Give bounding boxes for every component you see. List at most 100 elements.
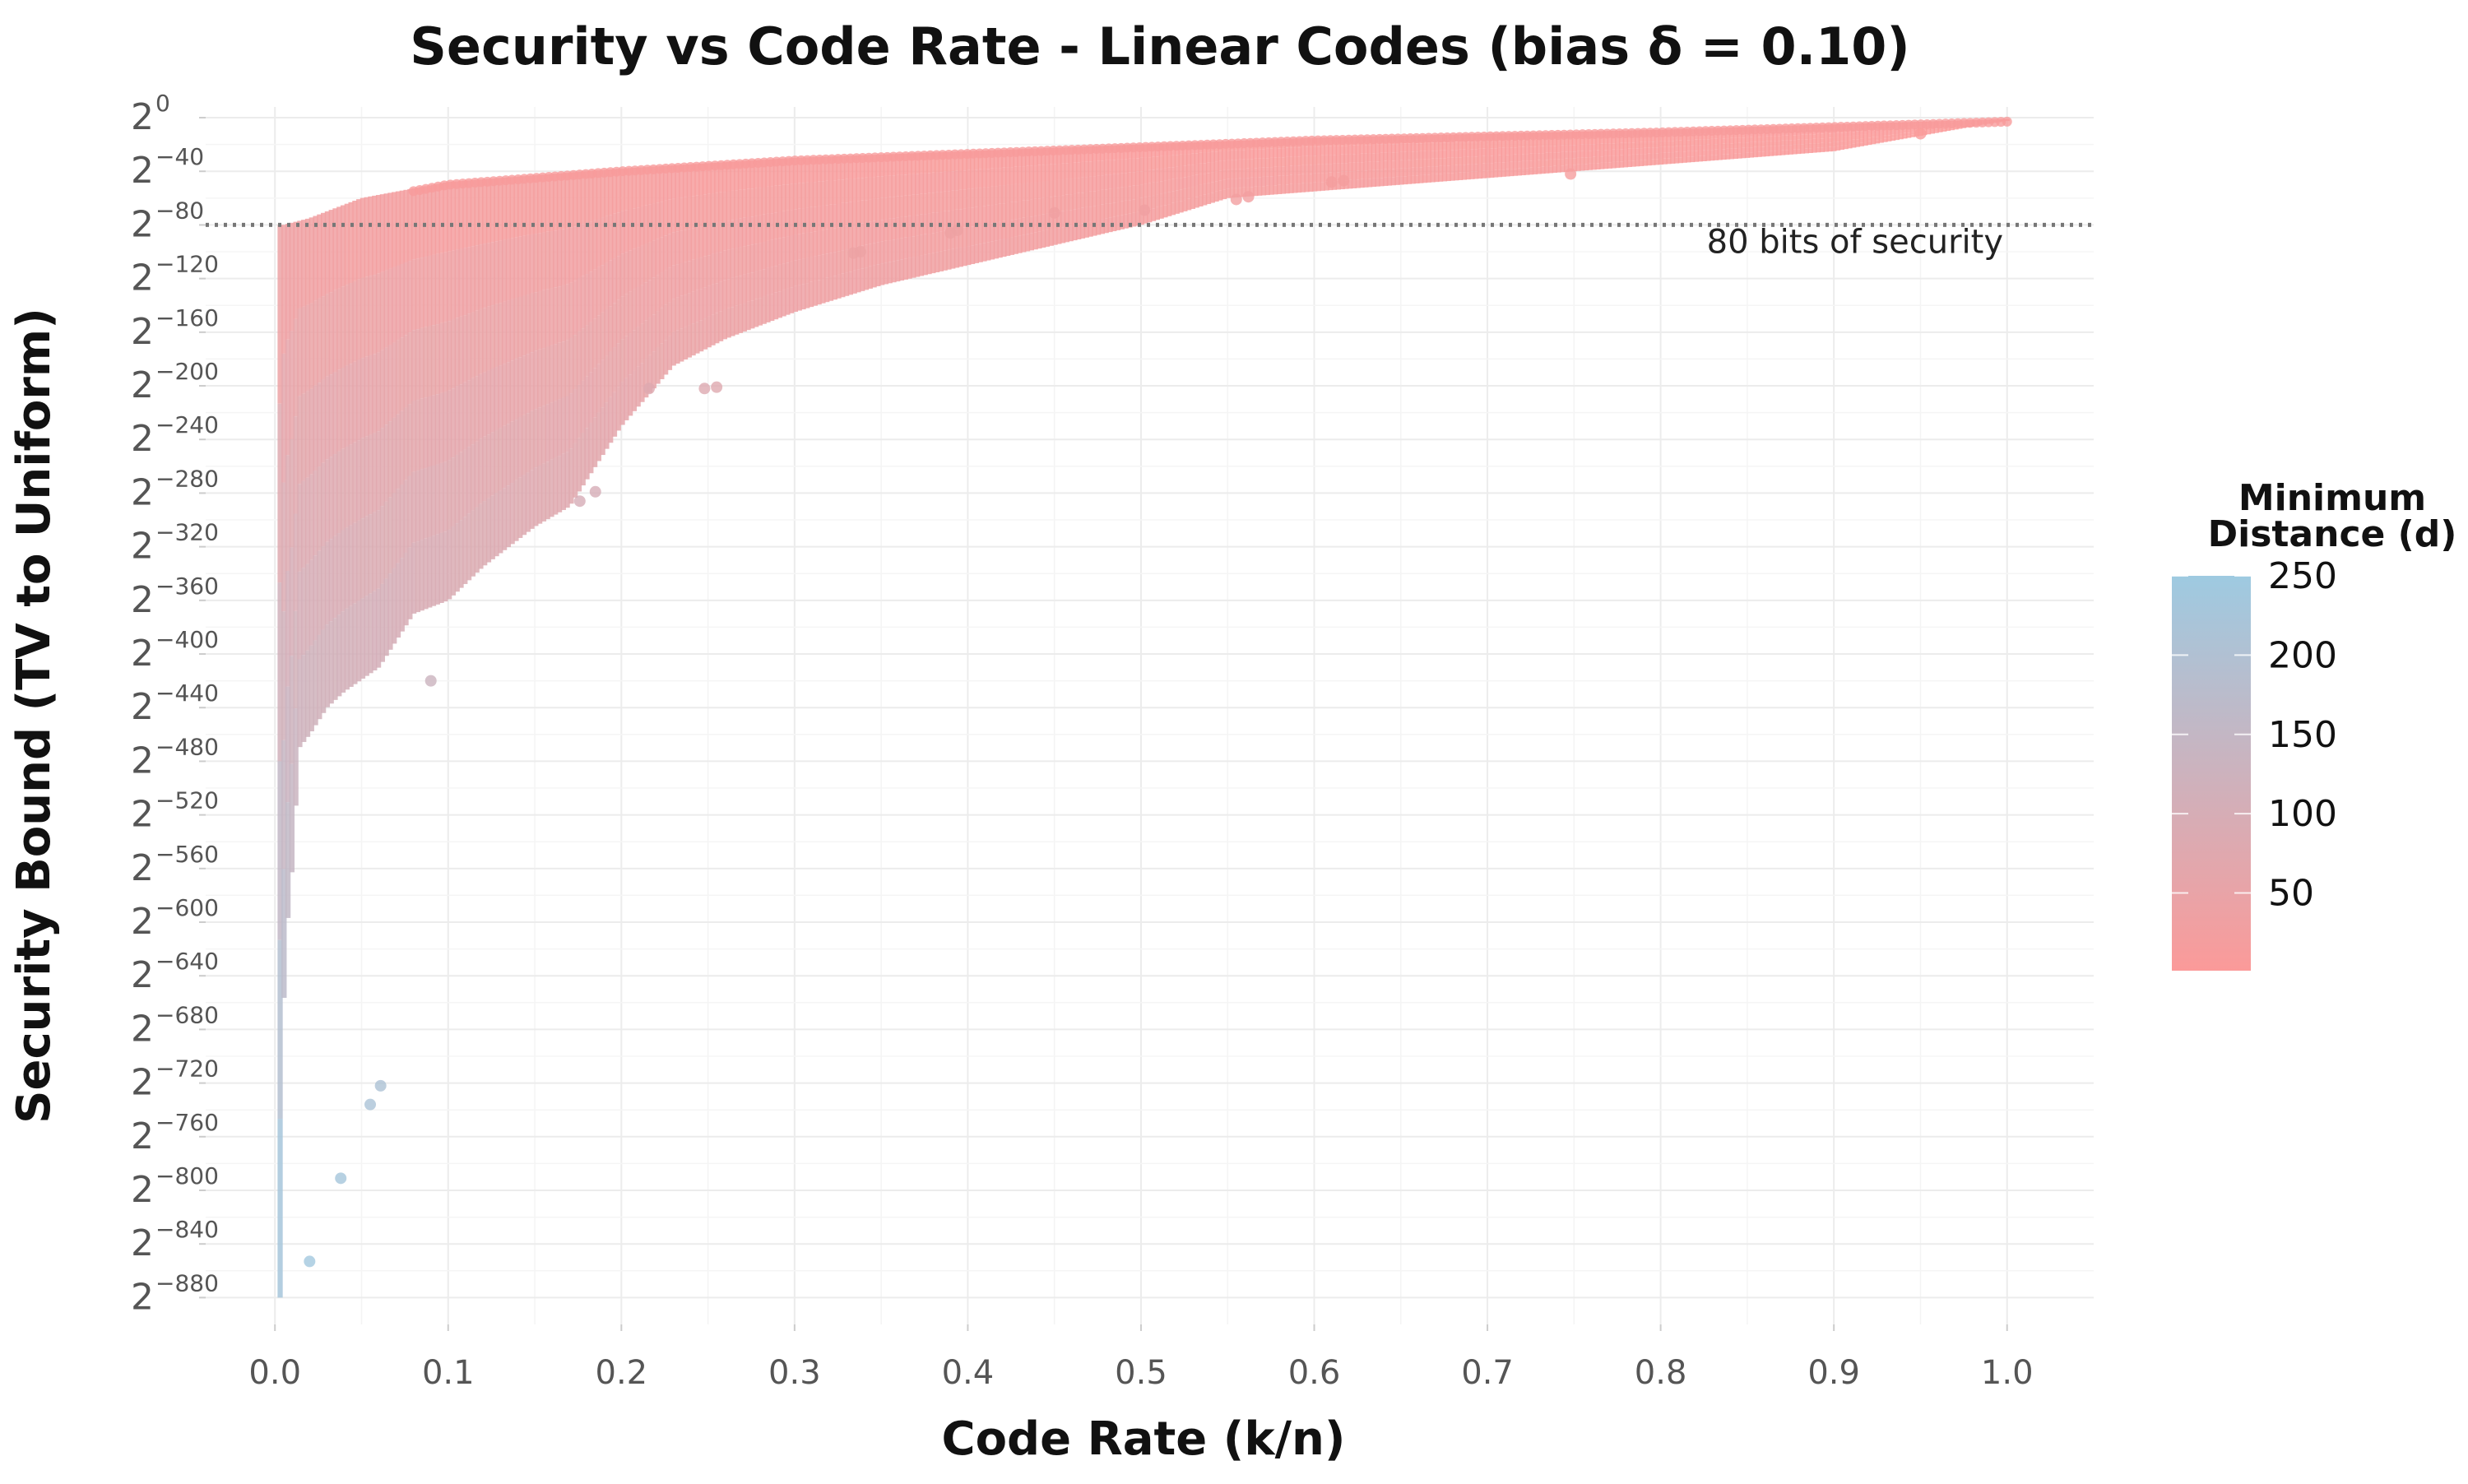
cloud-strip: [789, 261, 795, 288]
cloud-strip: [918, 152, 925, 174]
cloud-strip: [745, 188, 751, 218]
cloud-strip: [1445, 173, 1451, 182]
cloud-strip: [1489, 170, 1495, 178]
cloud-strip: [1874, 140, 1881, 144]
cloud-strip: [1315, 155, 1322, 165]
cloud-strip: [843, 202, 850, 226]
cloud-strip: [828, 204, 834, 229]
cloud-strip: [1728, 143, 1735, 149]
cloud-strip: [1044, 230, 1051, 247]
cloud-strip: [1677, 140, 1683, 146]
cloud-strip: [395, 563, 401, 638]
cloud-strip: [1721, 138, 1727, 144]
cloud-strip: [966, 246, 972, 266]
cloud-strip: [863, 177, 870, 201]
cloud-strip: [977, 188, 983, 206]
cloud-strip: [785, 184, 791, 211]
cloud-strip: [297, 484, 303, 572]
cloud-strip: [1328, 155, 1334, 165]
cloud-strip: [387, 573, 393, 650]
cloud-strip: [962, 247, 967, 267]
cloud-strip: [576, 278, 582, 332]
cloud-strip: [867, 177, 873, 200]
cloud-strip: [1768, 141, 1774, 146]
cloud-strip: [392, 568, 397, 644]
cloud-strip: [615, 212, 621, 257]
cloud-strip: [1249, 177, 1255, 188]
cloud-strip: [285, 686, 291, 803]
cloud-strip: [1524, 154, 1530, 161]
cloud-strip: [277, 403, 283, 583]
cloud-strip: [1631, 136, 1636, 143]
cloud-strip: [706, 316, 712, 348]
cloud-strip: [513, 420, 519, 480]
cloud-strip: [1139, 157, 1144, 172]
cloud-strip: [438, 253, 444, 323]
y-tick-label: 2 −440: [131, 679, 219, 728]
cloud-strip: [761, 160, 767, 188]
cloud-strip: [1359, 179, 1365, 188]
cloud-strip: [450, 388, 457, 458]
cloud-strip: [1422, 151, 1428, 160]
cloud-strip: [635, 247, 641, 288]
cloud-strip: [392, 192, 397, 267]
cloud-strip: [973, 244, 980, 263]
cloud-strip: [360, 598, 366, 679]
cloud-strip: [1241, 187, 1247, 197]
cloud-strip: [478, 244, 484, 309]
cloud-strip: [1064, 194, 1070, 211]
cloud-strip: [1744, 147, 1751, 153]
cloud-strip: [1233, 179, 1239, 188]
cloud-strip: [1213, 161, 1219, 172]
cloud-strip: [690, 164, 696, 197]
cloud-strip: [1394, 168, 1400, 177]
cloud-strip: [953, 190, 960, 210]
cloud-strip: [540, 290, 547, 349]
cloud-strip: [1430, 142, 1436, 151]
cloud-strip: [930, 172, 936, 193]
cloud-strip: [883, 175, 889, 198]
cloud-strip: [474, 245, 480, 311]
cloud-strip: [887, 154, 893, 176]
cloud-strip: [596, 267, 601, 316]
cloud-strip: [1273, 148, 1278, 158]
cloud-strip: [1438, 174, 1444, 182]
cloud-strip: [379, 350, 385, 429]
cloud-strip: [1237, 159, 1243, 169]
cloud-strip: [981, 187, 987, 206]
cloud-strip: [521, 295, 527, 356]
cloud-strip: [308, 303, 314, 389]
cloud-strip: [761, 187, 767, 215]
cloud-strip: [1886, 135, 1892, 139]
cloud-strip: [1906, 132, 1912, 136]
cloud-strip: [399, 337, 405, 411]
cloud-strip: [918, 234, 925, 256]
cloud-strip: [525, 175, 531, 235]
cloud-strip: [1709, 155, 1715, 161]
cloud-strip: [1564, 151, 1570, 159]
cloud-strip: [1690, 140, 1696, 146]
cloud-strip: [1099, 189, 1106, 205]
cloud-strip: [509, 483, 515, 545]
cloud-strip: [1618, 149, 1625, 155]
cloud-strip: [580, 276, 586, 329]
cloud-strip: [832, 252, 837, 276]
cloud-strip: [407, 332, 413, 405]
y-tick-base: 2: [131, 311, 154, 353]
cloud-strip: [450, 181, 457, 251]
cloud-strip: [1115, 216, 1121, 230]
cloud-strip: [1713, 138, 1719, 145]
cloud-strip: [509, 299, 515, 361]
cloud-strip: [1253, 158, 1259, 169]
cloud-strip: [415, 329, 421, 401]
cloud-strip: [470, 179, 476, 247]
cloud-strip: [1170, 191, 1176, 203]
cloud-strip: [415, 258, 421, 330]
cloud-strip: [521, 176, 527, 236]
cloud-strip: [883, 154, 889, 176]
cloud-strip: [847, 248, 854, 272]
cloud-strip: [1937, 128, 1943, 131]
cloud-strip: [1280, 175, 1287, 185]
cloud-strip: [1249, 159, 1255, 169]
cloud-strip: [953, 151, 960, 171]
